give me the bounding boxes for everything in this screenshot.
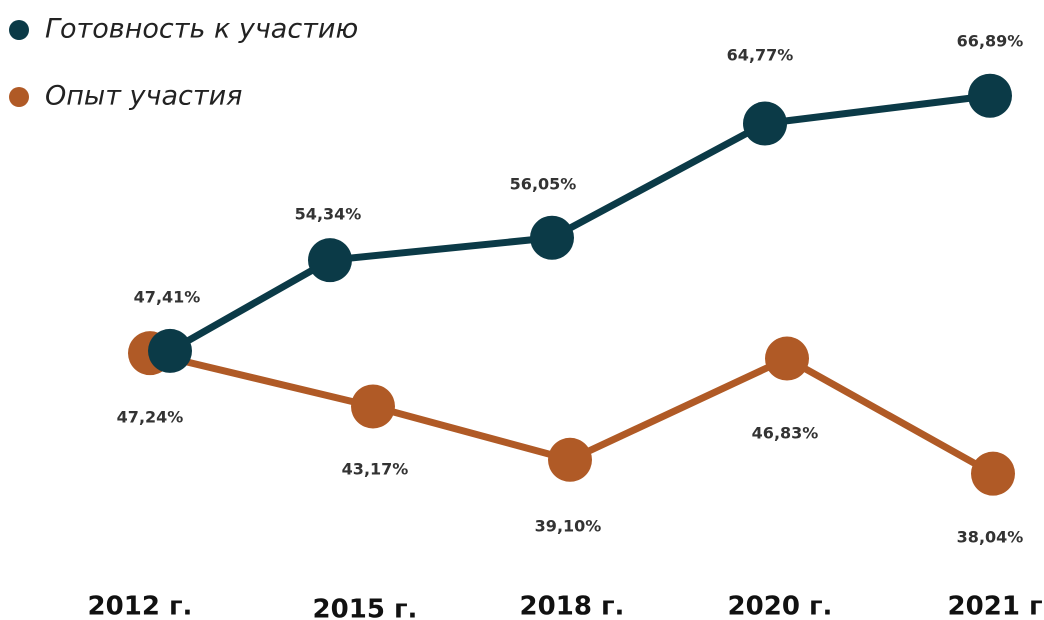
x-tick-label: 2020 г. (728, 592, 833, 620)
legend-label: Готовность к участию (45, 14, 358, 45)
data-point (765, 336, 809, 381)
data-label: 43,17% (342, 460, 409, 479)
legend-marker (9, 20, 29, 40)
data-point (351, 384, 395, 429)
data-label: 47,24% (117, 408, 184, 427)
legend-label: Опыт участия (45, 81, 242, 112)
data-label: 56,05% (510, 175, 577, 194)
data-label: 54,34% (295, 205, 362, 224)
data-label: 66,89% (957, 32, 1024, 51)
data-point (308, 238, 352, 283)
data-label: 39,10% (535, 517, 602, 536)
x-tick-label: 2012 г. (88, 592, 193, 620)
data-label: 38,04% (957, 528, 1024, 547)
x-tick-label: 2015 г. (313, 595, 418, 620)
data-label: 47,41% (134, 288, 201, 307)
data-point (148, 328, 192, 373)
data-point (743, 101, 787, 146)
data-point (530, 215, 574, 260)
data-point (548, 437, 592, 482)
x-tick-label: 2021 г. (948, 592, 1044, 620)
series-line (168, 92, 991, 354)
legend-marker (9, 87, 29, 107)
data-label: 46,83% (752, 424, 819, 443)
data-label: 64,77% (727, 46, 794, 65)
data-point (968, 73, 1012, 118)
x-tick-label: 2018 г. (520, 592, 625, 620)
data-point (971, 451, 1015, 496)
